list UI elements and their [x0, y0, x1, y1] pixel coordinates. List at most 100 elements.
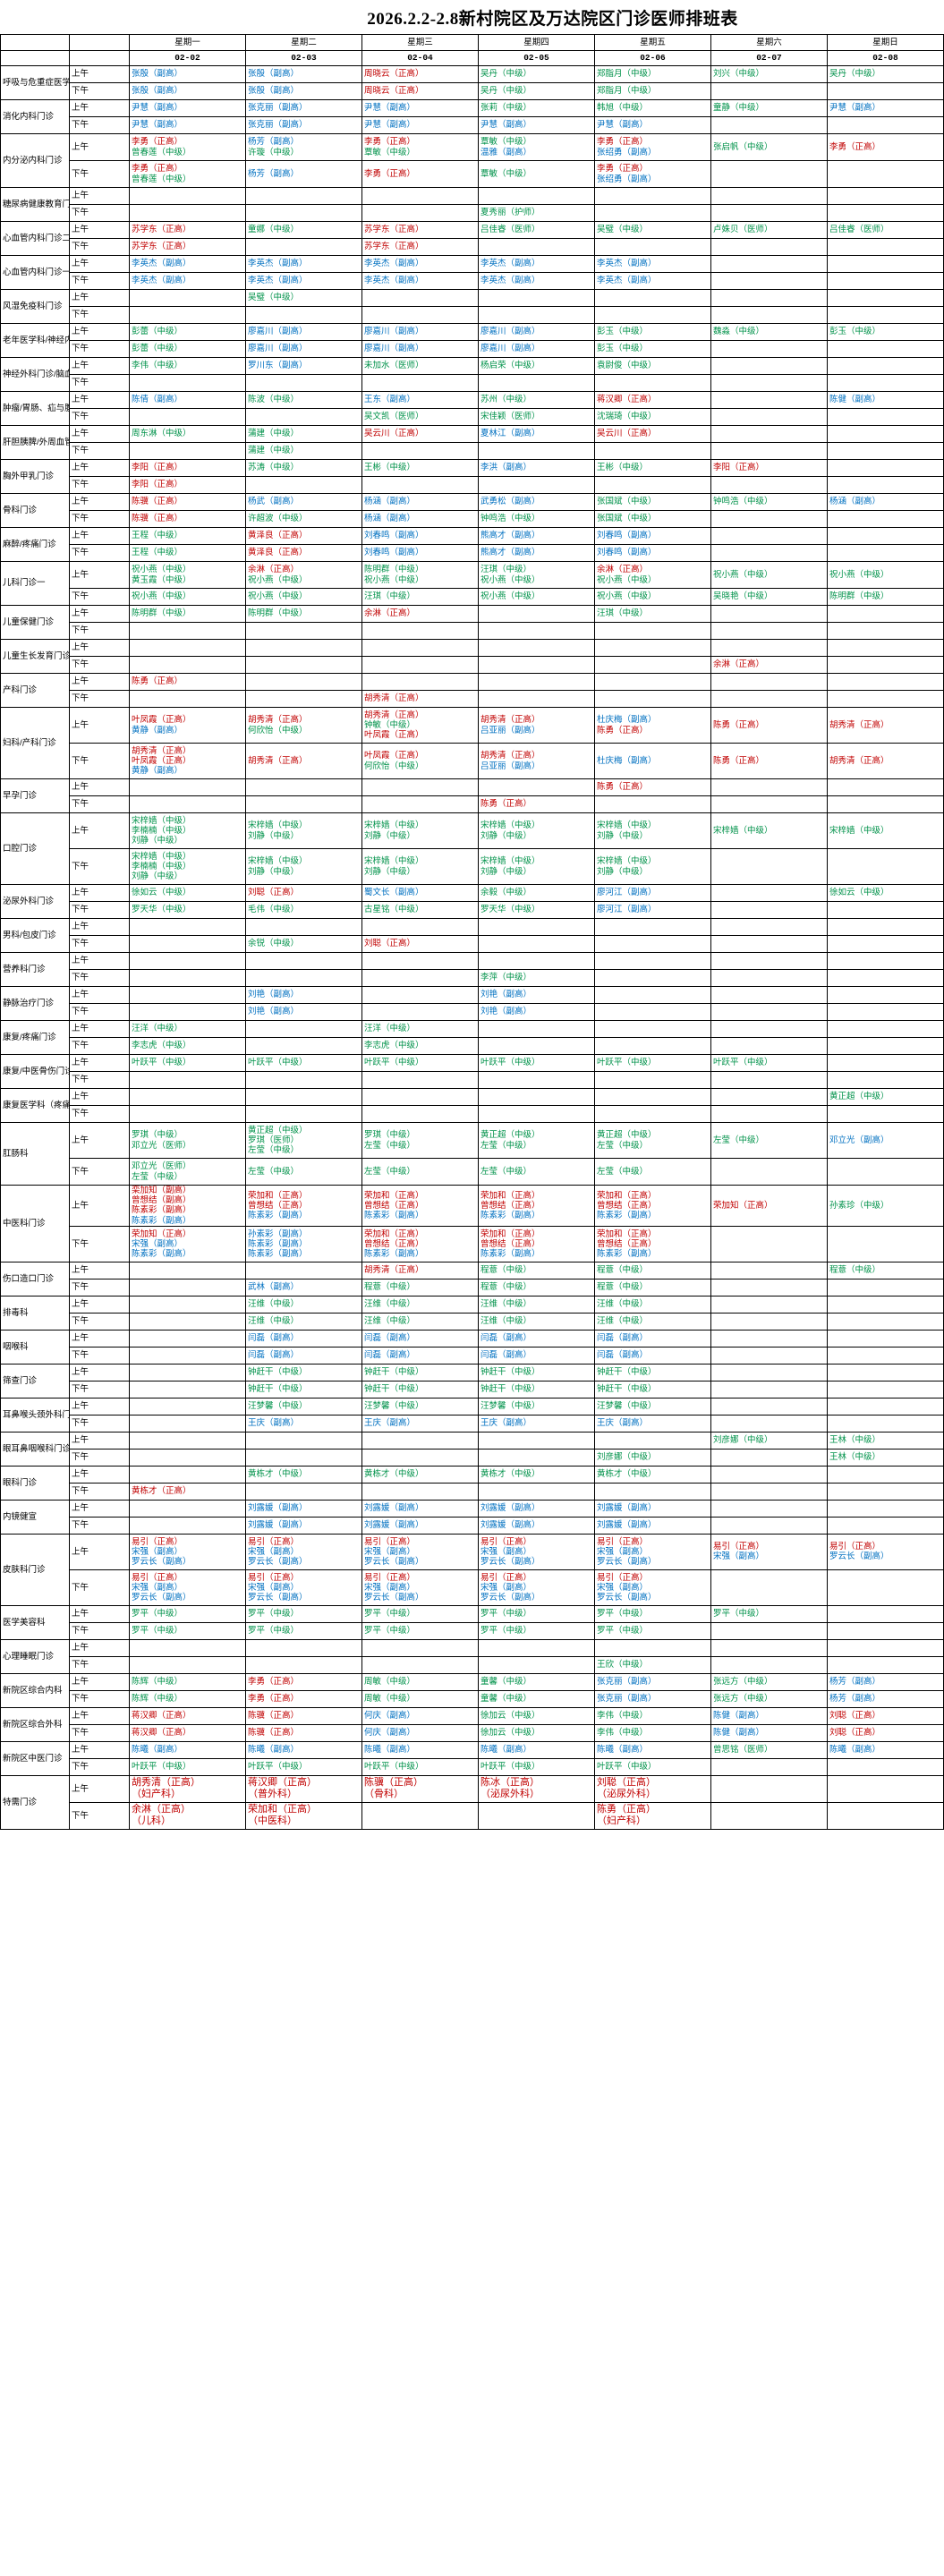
schedule-cell[interactable]	[710, 1003, 828, 1021]
schedule-cell[interactable]: 汪梦馨（中级）	[478, 1397, 595, 1416]
schedule-cell[interactable]	[827, 969, 944, 987]
schedule-cell[interactable]: 古星铭（中级）	[361, 901, 479, 919]
schedule-cell[interactable]: 宋梓嫱（中级） 刘静（中级）	[361, 812, 479, 849]
schedule-cell[interactable]: 王程（中级）	[129, 527, 246, 545]
schedule-cell[interactable]	[594, 1431, 711, 1450]
schedule-cell[interactable]	[827, 1397, 944, 1416]
schedule-cell[interactable]	[478, 639, 595, 657]
schedule-cell[interactable]	[361, 986, 479, 1004]
schedule-cell[interactable]	[129, 1261, 246, 1279]
schedule-cell[interactable]: 汪维（中级）	[361, 1295, 479, 1314]
schedule-cell[interactable]: 徐加云（中级）	[478, 1723, 595, 1742]
schedule-cell[interactable]: 闫磊（副高）	[361, 1346, 479, 1365]
schedule-cell[interactable]: 李英杰（副高）	[594, 272, 711, 290]
schedule-cell[interactable]	[594, 289, 711, 307]
schedule-cell[interactable]	[827, 116, 944, 134]
schedule-cell[interactable]: 易引（正高） 宋强（副高） 罗云长（副高）	[129, 1569, 246, 1606]
schedule-cell[interactable]: 钟赶干（中级）	[478, 1363, 595, 1382]
schedule-cell[interactable]	[594, 187, 711, 205]
schedule-cell[interactable]: 刘春鸣（副高）	[594, 527, 711, 545]
schedule-cell[interactable]	[594, 1037, 711, 1055]
schedule-cell[interactable]: 陈骥（正高）	[129, 510, 246, 528]
schedule-cell[interactable]: 廖嘉川（副高）	[245, 340, 362, 358]
schedule-cell[interactable]: 罗天华（中级）	[129, 901, 246, 919]
schedule-cell[interactable]: 王彬（中级）	[594, 459, 711, 477]
schedule-cell[interactable]: 尹慧（副高）	[129, 99, 246, 117]
schedule-cell[interactable]: 刘聪（正高）	[361, 935, 479, 953]
schedule-cell[interactable]	[710, 306, 828, 324]
schedule-cell[interactable]: 熊高才（副高）	[478, 544, 595, 562]
schedule-cell[interactable]	[827, 374, 944, 392]
schedule-cell[interactable]	[827, 848, 944, 885]
schedule-cell[interactable]	[827, 255, 944, 273]
schedule-cell[interactable]	[129, 289, 246, 307]
schedule-cell[interactable]: 陈勇（正高）	[710, 707, 828, 744]
schedule-cell[interactable]	[710, 1071, 828, 1089]
schedule-cell[interactable]: 汪维（中级）	[594, 1295, 711, 1314]
schedule-cell[interactable]: 廖嘉川（副高）	[478, 340, 595, 358]
schedule-cell[interactable]	[827, 1054, 944, 1072]
schedule-cell[interactable]: 吴璧（中级）	[594, 221, 711, 239]
schedule-cell[interactable]	[361, 1638, 479, 1657]
schedule-cell[interactable]: 荣加知（正高）	[710, 1185, 828, 1227]
schedule-cell[interactable]: 张远方（中级）	[710, 1672, 828, 1691]
schedule-cell[interactable]: 余淋（正高） 祝小燕（中级）	[594, 561, 711, 589]
schedule-cell[interactable]: 胡秀清（正高）	[361, 1261, 479, 1279]
schedule-cell[interactable]	[478, 778, 595, 796]
schedule-cell[interactable]: 吴璧（中级）	[245, 289, 362, 307]
schedule-cell[interactable]: 刘艳（副高）	[245, 986, 362, 1004]
schedule-cell[interactable]	[478, 622, 595, 640]
schedule-cell[interactable]	[594, 952, 711, 970]
schedule-cell[interactable]: 李勇（正高） 张绍勇（副高）	[594, 160, 711, 188]
schedule-cell[interactable]	[827, 357, 944, 375]
schedule-cell[interactable]	[827, 1020, 944, 1038]
schedule-cell[interactable]: 易引（正高） 宋强（副高） 罗云长（副高）	[245, 1533, 362, 1570]
schedule-cell[interactable]	[361, 1071, 479, 1089]
schedule-cell[interactable]	[245, 306, 362, 324]
schedule-cell[interactable]	[710, 116, 828, 134]
schedule-cell[interactable]	[710, 969, 828, 987]
schedule-cell[interactable]: 罗平（中级）	[594, 1621, 711, 1640]
schedule-cell[interactable]: 祝小燕（中级） 黄玉霞（中级）	[129, 561, 246, 589]
schedule-cell[interactable]: 胡秀清（正高） 何欣怡（中级）	[245, 707, 362, 744]
schedule-cell[interactable]: 杨涵（副高）	[827, 493, 944, 511]
schedule-cell[interactable]: 陈健（副高）	[827, 391, 944, 409]
schedule-cell[interactable]: 苏学东（正高）	[361, 238, 479, 256]
schedule-cell[interactable]: 陈勇（正高）	[129, 673, 246, 691]
schedule-cell[interactable]: 汪维（中级）	[361, 1312, 479, 1331]
schedule-cell[interactable]: 孙素珍（中级）	[827, 1185, 944, 1227]
schedule-cell[interactable]: 李阳（正高）	[129, 459, 246, 477]
schedule-cell[interactable]	[129, 1071, 246, 1089]
schedule-cell[interactable]	[827, 986, 944, 1004]
schedule-cell[interactable]: 张殷（副高）	[129, 65, 246, 83]
schedule-cell[interactable]: 蒋汉卿（正高）	[129, 1706, 246, 1725]
schedule-cell[interactable]: 韩旭（中级）	[594, 99, 711, 117]
schedule-cell[interactable]: 宋梓嫱（中级） 刘静（中级）	[478, 848, 595, 885]
schedule-cell[interactable]: 钟鸣浩（中级）	[710, 493, 828, 511]
schedule-cell[interactable]	[478, 476, 595, 494]
schedule-cell[interactable]: 李勇（正高）	[827, 133, 944, 161]
schedule-cell[interactable]	[361, 969, 479, 987]
schedule-cell[interactable]: 程薏（中级）	[478, 1278, 595, 1297]
schedule-cell[interactable]: 张殷（副高）	[245, 65, 362, 83]
schedule-cell[interactable]	[129, 935, 246, 953]
schedule-cell[interactable]: 易引（正高） 宋强（副高） 罗云长（副高）	[361, 1569, 479, 1606]
schedule-cell[interactable]	[245, 204, 362, 222]
schedule-cell[interactable]	[245, 1261, 362, 1279]
schedule-cell[interactable]: 廖嘉川（副高）	[245, 323, 362, 341]
schedule-cell[interactable]	[710, 255, 828, 273]
schedule-cell[interactable]: 徐加云（中级）	[478, 1706, 595, 1725]
schedule-cell[interactable]: 程薏（中级）	[478, 1261, 595, 1279]
schedule-cell[interactable]: 宋梓嫱（中级） 李楠楠（中级） 刘静（中级）	[129, 812, 246, 849]
schedule-cell[interactable]: 罗平（中级）	[478, 1604, 595, 1623]
schedule-cell[interactable]: 易引（正高） 宋强（副高） 罗云长（副高）	[245, 1569, 362, 1606]
schedule-cell[interactable]	[710, 357, 828, 375]
schedule-cell[interactable]	[827, 442, 944, 460]
schedule-cell[interactable]: 王欣（中级）	[594, 1655, 711, 1674]
schedule-cell[interactable]: 闫磊（副高）	[361, 1329, 479, 1348]
schedule-cell[interactable]	[710, 1499, 828, 1518]
schedule-cell[interactable]: 蒋汉卿（正高）	[129, 1723, 246, 1742]
schedule-cell[interactable]	[478, 1801, 595, 1830]
schedule-cell[interactable]: 叶凤霞（正高） 黄静（副高）	[129, 707, 246, 744]
schedule-cell[interactable]	[129, 656, 246, 674]
